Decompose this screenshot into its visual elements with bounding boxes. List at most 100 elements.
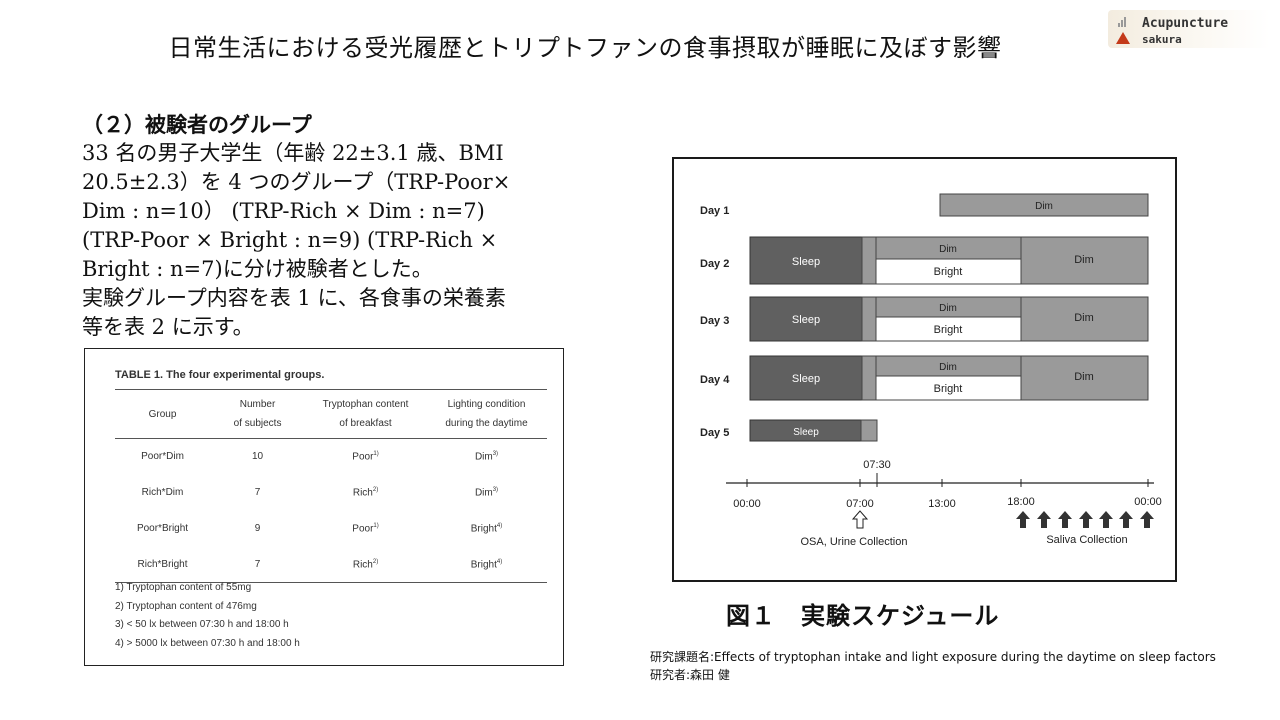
dim-bar [939,193,1149,217]
mountain-icon [1116,32,1130,44]
table-header: Group [148,408,177,420]
dim-bar [1020,296,1149,342]
filled-up-arrow-icon [1099,511,1113,528]
table-footnotes: 1) Tryptophan content of 55mg 2) Tryptop… [115,579,300,653]
sleep-bar [749,236,863,285]
table-cell-group: Rich*Bright [137,558,188,570]
body-line: 33 名の男子大学生（年齢 22±3.1 歳、BMI [82,141,504,165]
table-cell-lighting: Bright4) [470,522,503,535]
table-cell-lighting: Bright4) [470,558,503,570]
table-cell-group: Poor*Dim [141,451,184,463]
osa-label: OSA, Urine Collection [801,536,908,548]
sleep-bar [749,355,863,401]
acupuncture-sakura-logo: Acupuncture sakura [1108,10,1270,48]
time-marker-label: 07:30 [863,459,891,471]
table-cell-group: Rich*Dim [141,487,184,498]
table-cell-tryptophan: Rich2) [352,558,379,570]
table-caption: TABLE 1. The four experimental groups. [115,369,325,381]
tick-label: 13:00 [928,498,956,510]
schedule-diagram: Day 1 Day 2 Day 3 Day 4 Day 5 Dim Sleep … [700,193,1162,548]
research-info: 研究課題名:Effects of tryptophan intake and l… [650,648,1216,684]
sleep-label: Sleep [792,373,820,385]
bright-label: Bright [934,266,963,278]
table-header: Tryptophan content of breakfast [322,399,409,429]
day-label: Day 1 [700,205,729,217]
filled-up-arrow-icon [1016,511,1030,528]
filled-up-arrow-icon [1058,511,1072,528]
filled-up-arrow-icon [1119,511,1133,528]
day-label: Day 4 [700,374,730,386]
table-header: Lighting condition during the daytime [445,399,528,429]
research-title: 研究課題名:Effects of tryptophan intake and l… [650,650,1216,664]
bright-label: Bright [934,324,963,336]
table-cell-lighting: Dim3) [474,486,499,499]
logo-text-line1: Acupuncture [1142,16,1229,31]
section-heading: （２）被験者のグループ [82,112,312,137]
dim-label: Dim [939,244,957,255]
dim-bar [861,296,877,342]
body-line: 20.5±2.3）を 4 つのグループ（TRP-Poor× [82,170,511,194]
table-cell-number: 10 [251,451,264,463]
dim-label: Dim [939,303,957,314]
saliva-label: Saliva Collection [1046,534,1127,546]
body-line: 実験グループ内容を表 1 に、各食事の栄養素 [82,286,506,310]
logo-text-line2: sakura [1142,33,1182,46]
table-cell-group: Poor*Bright [136,523,189,534]
table-cell-lighting: Dim3) [474,451,499,463]
slide-title: 日常生活における受光履歴とトリプトファンの食事摂取が睡眠に及ぼす影響 [168,34,1002,62]
table-cell-tryptophan: Poor1) [352,522,379,535]
dim-bar [860,419,878,442]
bright-bar [875,316,1022,342]
dim-label: Dim [939,362,957,373]
table-row: Rich*Dim 7 Rich2) Dim3) [115,475,547,511]
sleep-bar [749,296,863,342]
body-line: Dim : n=10） (TRP-Rich × Dim : n=7) [82,199,485,223]
signal-bars-icon [1118,17,1128,27]
table-cell-tryptophan: Poor1) [352,451,379,463]
researcher-name: 研究者:森田 健 [650,668,730,682]
table-cell-number: 9 [254,523,261,534]
body-line: Bright : n=7)に分け被験者とした。 [82,257,433,281]
table1-image: TABLE 1. The four experimental groups. G… [84,348,564,666]
tick-label: 00:00 [1134,496,1162,508]
table-cell-number: 7 [254,558,261,570]
groups-table: Group Number of subjects Tryptophan conte… [115,389,547,583]
schedule-figure: Day 1 Day 2 Day 3 Day 4 Day 5 Dim Sleep … [672,157,1177,582]
table-header-row: Group Number of subjects Tryptophan conte… [115,389,547,439]
table-row: Poor*Bright 9 Poor1) Bright4) [115,511,547,547]
footnote: 3) < 50 lx between 07:30 h and 18:00 h [115,619,289,630]
body-line: (TRP-Poor × Bright : n=9) (TRP-Rich × [82,228,498,252]
table-header: Number of subjects [233,399,282,429]
figure-caption: 図１ 実験スケジュール [726,602,1000,630]
sleep-label: Sleep [792,314,820,326]
tick-label: 07:00 [846,498,874,510]
table-row: Poor*Dim 10 Poor1) Dim3) [115,439,547,475]
day-label: Day 2 [700,258,729,270]
table-cell-number: 7 [254,487,261,498]
day-label: Day 3 [700,315,729,327]
body-line: 等を表 2 に示す。 [82,315,254,339]
dim-label: Dim [1074,254,1094,266]
dim-bar [861,236,877,285]
footnote: 2) Tryptophan content of 476mg [115,600,257,612]
day-label: Day 5 [700,427,729,439]
filled-up-arrow-icon [1079,511,1093,528]
table-row: Rich*Bright 7 Rich2) Bright4) [115,547,547,583]
sleep-label: Sleep [792,256,820,268]
dim-bar [1020,236,1149,285]
sleep-label: Sleep [793,427,819,438]
footnote: 1) Tryptophan content of 55mg [115,582,252,593]
hollow-up-arrow-icon [851,510,869,529]
body-text: （２）被験者のグループ 33 名の男子大学生（年齢 22±3.1 歳、BMI 2… [82,110,558,342]
filled-up-arrow-icon [1037,511,1051,528]
tick-label: 00:00 [733,498,761,510]
dim-bar [861,355,877,401]
dim-label: Dim [1074,371,1094,383]
dim-bar [1020,355,1149,401]
table-cell-tryptophan: Rich2) [352,486,379,499]
footnote: 4) > 5000 lx between 07:30 h and 18:00 h [115,637,300,649]
tick-label: 18:00 [1007,496,1035,508]
dim-label: Dim [1074,312,1094,324]
filled-up-arrow-icon [1140,511,1154,528]
bright-label: Bright [934,383,963,395]
